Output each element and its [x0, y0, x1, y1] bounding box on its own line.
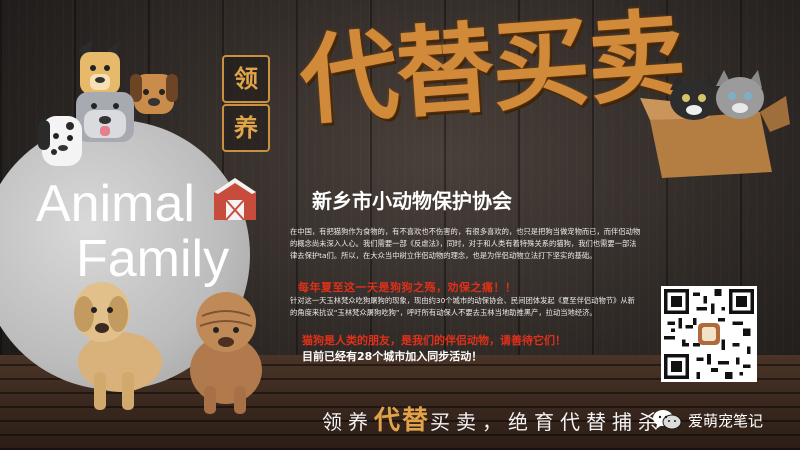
bottom-slogan-highlight-instead: 代替 [374, 406, 431, 436]
black-kitten [670, 74, 718, 120]
qr-code[interactable] [661, 286, 757, 382]
sharpei-dog-photo [190, 292, 262, 414]
brand-word-family: Family [76, 230, 230, 288]
main-title: 代替买卖 [296, 0, 688, 140]
wechat-icon [653, 410, 682, 430]
cartoon-grey-dog [76, 92, 134, 142]
cartoon-dogs-illustration [38, 40, 178, 166]
kittens-in-box-illustration [640, 70, 790, 178]
bottom-slogan-part-adopt: 领养 [322, 410, 374, 434]
bottom-slogan: 领养代替买卖，绝育代替捕杀 [322, 400, 664, 437]
wechat-account: 爱萌宠笔记 [652, 408, 763, 432]
campaign-paragraph: 针对这一天玉林梵众吃狗屠狗的现象，现由约30个城市的动保协会、民间团体发起《夏至… [290, 296, 635, 318]
cartoon-brown-dog [130, 74, 178, 114]
bottom-slogan-rest: 买卖，绝育代替捕杀 [430, 410, 665, 434]
cartoon-doberman [78, 40, 122, 94]
cartoon-dalmatian [38, 116, 82, 166]
organization-name: 新乡市小动物保护协会 [312, 189, 512, 213]
brand-word-animal: Animal [36, 175, 195, 233]
wechat-account-name: 爱萌宠笔记 [688, 411, 764, 430]
barn-icon [214, 178, 256, 221]
cities-joined-line: 目前已经有28个城市加入同步活动！ [302, 350, 483, 363]
grey-tabby-kitten [716, 70, 764, 119]
badge-character-adopt-2: 养 [222, 104, 270, 152]
qr-code-pattern [664, 289, 754, 379]
summer-solstice-slogan: 每年夏至这一天是狗狗之殇，劝保之痛！！ [298, 281, 517, 294]
labrador-dog-photo [74, 282, 162, 410]
companion-animal-slogan: 猫狗是人类的朋友，是我们的伴侣动物，请善待它们！ [302, 334, 566, 347]
intro-paragraph: 在中国，有把猫狗作为食物的，有不喜欢也不伤害的，有很多喜欢的，也只是把狗当做宠物… [290, 227, 641, 261]
badge-character-adopt-1: 领 [222, 55, 270, 103]
